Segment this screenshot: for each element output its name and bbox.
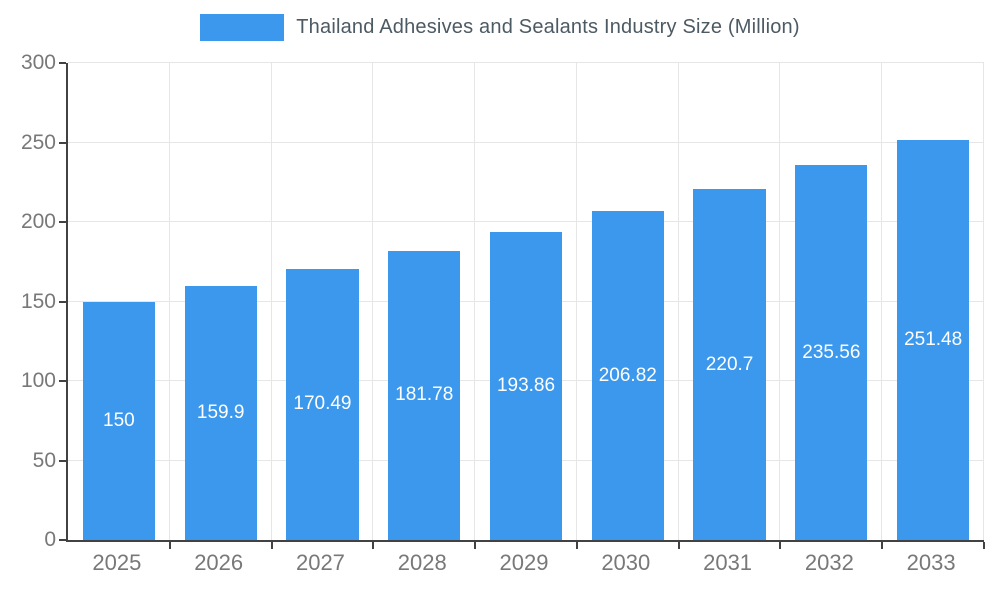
bar-2030[interactable]: 206.82 — [591, 211, 664, 540]
x-tick-label: 2025 — [92, 550, 142, 575]
bar-2028[interactable]: 181.78 — [388, 250, 461, 540]
x-tick-label: 2026 — [194, 550, 244, 575]
bar-2031[interactable]: 220.7 — [693, 189, 766, 540]
plot-area: 150 159.9 170.49 181.78 193.86 206.82 220.7 235… — [59, 62, 985, 549]
x-tick-label: 2029 — [499, 550, 549, 575]
y-axis-labels: 0 50 100 150 200 250 300 — [0, 51, 56, 551]
bar-column: 193.86 — [475, 63, 577, 540]
y-tick-label: 0 — [44, 528, 56, 551]
x-tick-label: 2028 — [397, 550, 447, 575]
bar-2029[interactable]: 193.86 — [489, 231, 563, 540]
legend-swatch[interactable] — [200, 14, 285, 41]
bar-2032[interactable]: 235.56 — [795, 165, 868, 540]
bar-value-label: 251.48 — [904, 329, 963, 351]
x-tick-label: 2027 — [295, 550, 345, 575]
x-tick-mark — [474, 542, 477, 549]
y-tick-label: 100 — [20, 369, 56, 393]
v-gridline — [983, 63, 984, 540]
v-gridline — [168, 63, 170, 540]
v-gridline — [474, 63, 476, 540]
bar-value-label: 206.82 — [598, 364, 657, 386]
y-tick-label: 200 — [20, 210, 56, 234]
y-tick-label: 250 — [20, 130, 56, 154]
bar-value-label: 170.49 — [293, 393, 352, 415]
bar-column: 251.48 — [882, 63, 984, 540]
x-tick-label: 2030 — [601, 550, 651, 575]
bar-column: 150 — [68, 63, 170, 540]
y-tick-mark — [59, 539, 66, 541]
v-gridline — [779, 63, 781, 540]
y-tick-mark — [59, 459, 66, 462]
x-tick-label: 2032 — [804, 550, 854, 575]
v-gridline — [575, 63, 577, 540]
y-tick-label: 150 — [20, 289, 56, 313]
bar-column: 206.82 — [577, 63, 679, 540]
bar-2033[interactable]: 251.48 — [897, 140, 970, 540]
bar-2027[interactable]: 170.49 — [286, 268, 359, 540]
v-gridline — [270, 63, 272, 540]
x-tick-mark — [881, 542, 884, 549]
bar-value-label: 193.86 — [496, 374, 556, 396]
bar-value-label: 159.9 — [196, 401, 245, 423]
y-tick-mark — [59, 300, 66, 303]
y-tick-mark — [59, 62, 66, 64]
bar-value-label: 150 — [103, 409, 135, 431]
y-tick-label: 300 — [20, 51, 56, 74]
x-tick-label: 2031 — [703, 550, 753, 575]
v-gridline — [881, 63, 883, 540]
bar-value-label: 181.78 — [395, 384, 454, 406]
bar-series: 150 159.9 170.49 181.78 193.86 206.82 220.7 235… — [68, 63, 984, 540]
bar-column: 235.56 — [780, 63, 882, 540]
x-tick-mark — [779, 542, 782, 549]
x-tick-mark — [677, 542, 680, 549]
y-tick-mark — [59, 141, 66, 144]
y-tick-label: 50 — [32, 448, 56, 472]
x-tick-label: 2033 — [906, 550, 956, 575]
x-tick-mark — [168, 542, 171, 549]
bar-2025[interactable]: 150 — [82, 301, 156, 540]
bar-value-label: 220.7 — [705, 353, 754, 375]
chart-legend: Thailand Adhesives and Sealants Industry… — [0, 14, 1000, 41]
bar-value-label: 235.56 — [802, 341, 861, 363]
x-axis-labels: 2025 2026 2027 2028 2029 2030 2031 2032 2033 — [66, 550, 982, 576]
y-tick-mark — [59, 380, 66, 383]
bar-column: 159.9 — [170, 63, 272, 540]
bar-column: 220.7 — [679, 63, 781, 540]
h-gridline — [68, 141, 984, 143]
v-gridline — [372, 63, 374, 540]
x-tick-mark — [575, 542, 578, 549]
x-tick-mark — [270, 542, 273, 549]
chart-title: Thailand Adhesives and Sealants Industry… — [296, 16, 800, 38]
x-tick-mark — [983, 542, 985, 549]
bar-column: 170.49 — [272, 63, 374, 540]
y-tick-mark — [59, 221, 66, 224]
bar-column: 181.78 — [373, 63, 475, 540]
h-gridline — [68, 221, 984, 223]
bar-2026[interactable]: 159.9 — [184, 285, 257, 540]
v-gridline — [677, 63, 679, 540]
h-gridline — [68, 62, 984, 63]
x-tick-mark — [372, 542, 375, 549]
